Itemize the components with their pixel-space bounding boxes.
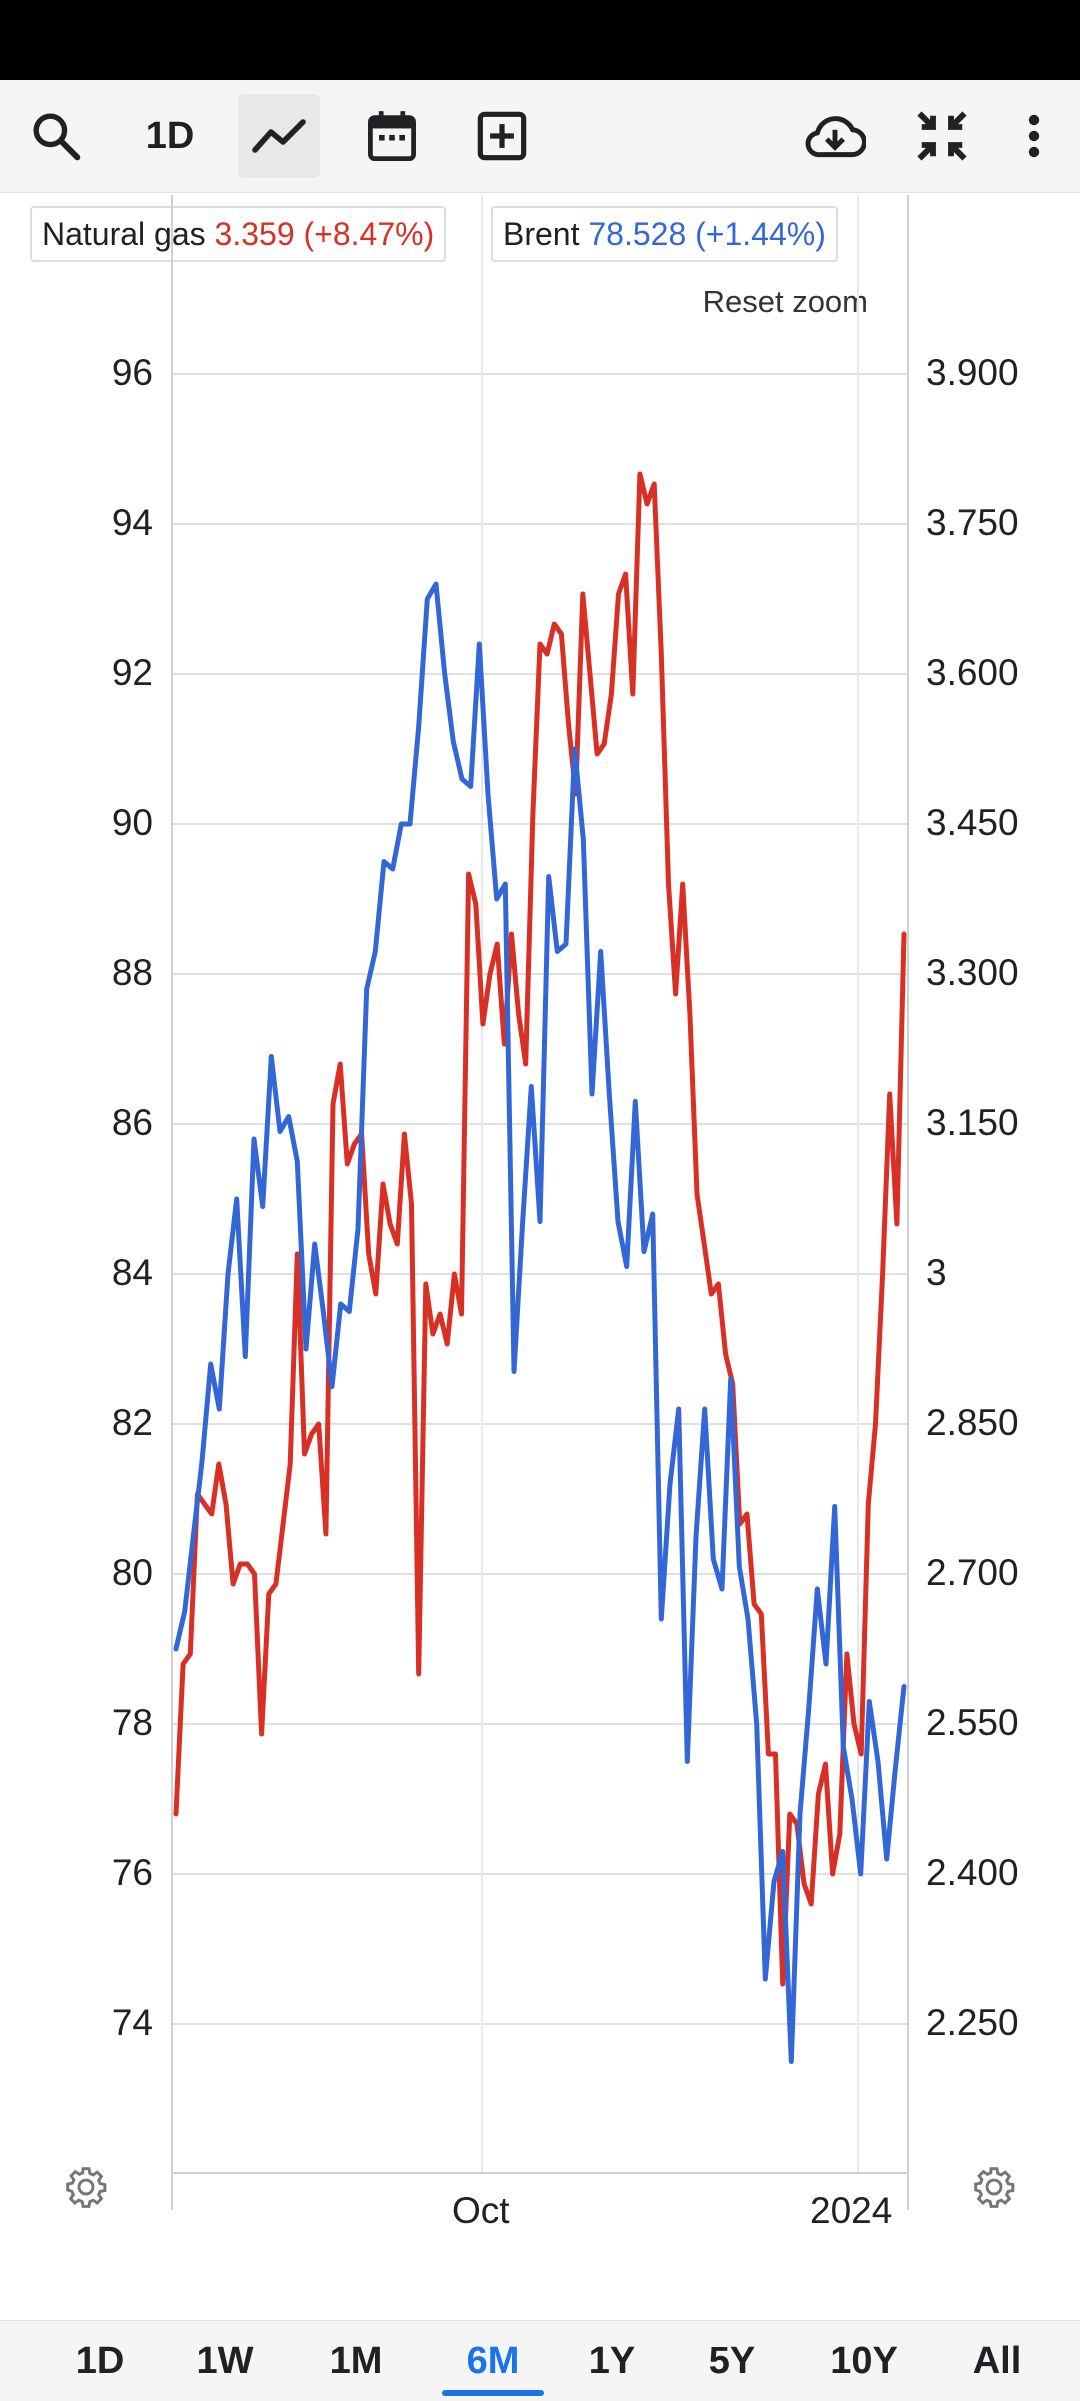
y-left-tick-label: 78 [111, 1702, 153, 1743]
y-left-tick-label: 94 [111, 502, 153, 543]
period-selector: 1D 1W 1M 6M 1Y 5Y 10Y All [0, 2320, 1080, 2401]
calendar-icon[interactable] [360, 94, 424, 178]
legend-natural-gas[interactable]: Natural gas 3.359 (+8.47%) [30, 206, 447, 262]
y-right-tick-label: 3 [926, 1252, 947, 1293]
legend-series-value: 78.528 [588, 216, 687, 252]
y-right-tick-label: 2.250 [926, 2002, 1019, 2043]
y-right-tick-label: 3.600 [926, 652, 1019, 693]
y-right-tick-label: 2.550 [926, 1702, 1019, 1743]
y-left-tick-label: 90 [111, 802, 153, 843]
line-chart-icon[interactable] [238, 94, 320, 178]
legend-series-name: Natural gas [42, 216, 206, 252]
y-right-tick-label: 2.400 [926, 1852, 1019, 1893]
legend-series-change: (+8.47%) [303, 216, 435, 252]
legend-brent[interactable]: Brent 78.528 (+1.44%) [491, 206, 838, 262]
series-line-natural-gas [173, 471, 907, 1987]
legend-series-value: 3.359 [214, 216, 295, 252]
y-left-tick-label: 96 [111, 352, 153, 393]
y-left-tick-label: 88 [111, 952, 153, 993]
period-1m[interactable]: 1M [329, 2340, 383, 2382]
chart-toolbar: 1D [0, 80, 1080, 193]
y-left-tick-label: 92 [111, 652, 153, 693]
period-1d[interactable]: 1D [75, 2340, 125, 2382]
interval-button[interactable]: 1D [145, 114, 195, 157]
legend-series-name: Brent [503, 216, 580, 252]
series-line-brent [173, 581, 907, 2064]
period-6m[interactable]: 6M [466, 2340, 520, 2382]
y-right-tick-label: 3.750 [926, 502, 1019, 543]
y-right-tick-label: 3.450 [926, 802, 1019, 843]
status-bar [0, 0, 1080, 80]
y-left-tick-label: 84 [111, 1252, 153, 1293]
x-tick-label: Oct [452, 2190, 510, 2231]
period-5y[interactable]: 5Y [708, 2340, 756, 2382]
y-left-tick-label: 82 [111, 1402, 153, 1443]
y-right-tick-label: 3.300 [926, 952, 1019, 993]
y-left-tick-label: 80 [111, 1552, 153, 1593]
period-10y[interactable]: 10Y [830, 2340, 898, 2382]
add-box-icon[interactable] [470, 94, 534, 178]
y-left-tick-label: 74 [111, 2002, 153, 2043]
y-right-tick-label: 2.850 [926, 1402, 1019, 1443]
y-right-tick-label: 2.700 [926, 1552, 1019, 1593]
legend-series-change: (+1.44%) [695, 216, 826, 252]
y-right-tick-label: 3.900 [926, 352, 1019, 393]
x-tick-label: 2024 [810, 2190, 893, 2231]
period-all[interactable]: All [972, 2340, 1022, 2382]
active-period-indicator [442, 2390, 544, 2396]
y-right-tick-label: 3.150 [926, 1102, 1019, 1143]
y-left-tick-label: 76 [111, 1852, 153, 1893]
reset-zoom-button[interactable]: Reset zoom [702, 284, 868, 319]
y-left-tick-label: 86 [111, 1102, 153, 1143]
search-icon[interactable] [24, 94, 88, 178]
right-axis-settings-gear-icon[interactable] [972, 2165, 1016, 2214]
more-vert-icon[interactable] [1012, 94, 1056, 178]
cloud-download-icon[interactable] [800, 94, 870, 178]
price-chart[interactable] [0, 0, 1080, 2320]
period-1w[interactable]: 1W [196, 2340, 254, 2382]
left-axis-settings-gear-icon[interactable] [64, 2165, 108, 2214]
period-1y[interactable]: 1Y [588, 2340, 636, 2382]
collapse-icon[interactable] [910, 94, 974, 178]
